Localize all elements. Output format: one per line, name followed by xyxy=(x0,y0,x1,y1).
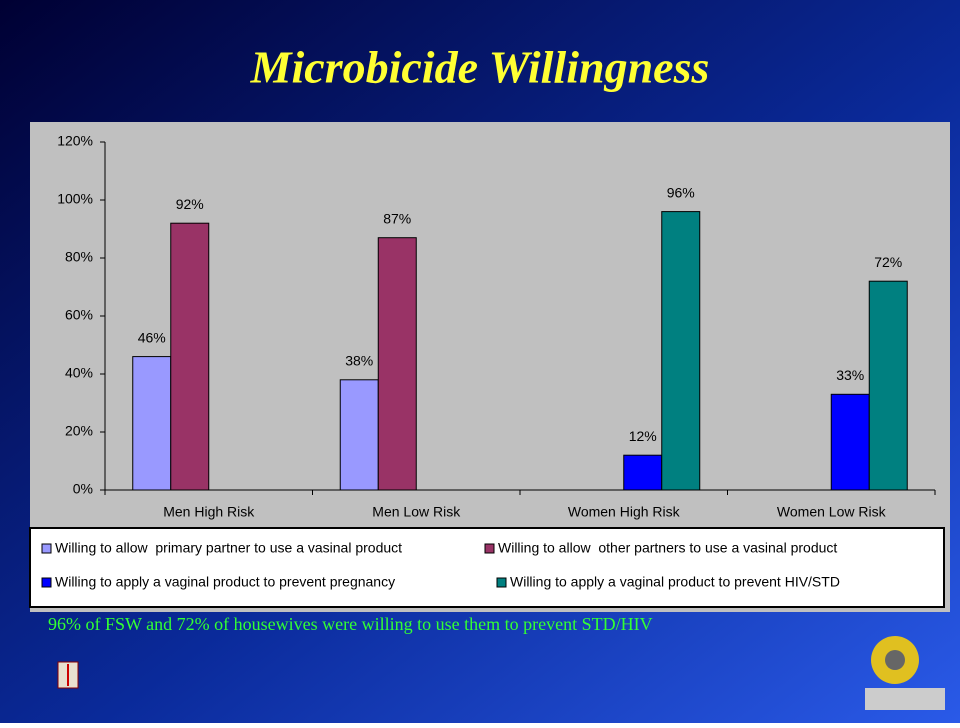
legend-swatch xyxy=(41,577,52,588)
y-tick-label: 120% xyxy=(57,133,93,149)
sun-center xyxy=(885,650,905,670)
bar xyxy=(868,280,908,491)
data-label: 38% xyxy=(345,353,373,369)
logo-banner xyxy=(865,688,945,710)
bar xyxy=(623,454,663,491)
data-label: 92% xyxy=(176,196,204,212)
y-tick-label: 20% xyxy=(65,423,93,439)
y-tick-label: 40% xyxy=(65,365,93,381)
legend-swatch xyxy=(496,577,507,588)
y-tick-label: 80% xyxy=(65,249,93,265)
y-tick-label: 60% xyxy=(65,307,93,323)
data-label: 87% xyxy=(383,210,411,226)
chart: 0% 20% 40% 60% 80% 100% 120% Men High Risk 46% 92… xyxy=(29,133,945,608)
bar xyxy=(661,211,701,491)
y-tick-label: 100% xyxy=(57,191,93,207)
x-tick-label: Women Low Risk xyxy=(777,504,887,520)
logo-left xyxy=(57,661,79,689)
data-label: 72% xyxy=(874,254,902,270)
data-label: 33% xyxy=(836,367,864,383)
data-label: 12% xyxy=(629,428,657,444)
legend-label: Willing to allow primary partner to use … xyxy=(55,540,402,556)
data-label: 96% xyxy=(667,184,695,200)
bar xyxy=(377,237,417,491)
legend-label: Willing to allow other partners to use a… xyxy=(498,540,837,556)
y-tick-label: 0% xyxy=(73,481,93,497)
x-tick-label: Men High Risk xyxy=(163,504,255,520)
legend-label: Willing to apply a vaginal product to pr… xyxy=(510,574,840,590)
logo-right xyxy=(865,636,945,710)
bar xyxy=(170,222,210,491)
legend: Willing to allow primary partner to use … xyxy=(29,527,945,608)
x-tick-label: Women High Risk xyxy=(568,504,681,520)
legend-swatch xyxy=(41,543,52,554)
bar xyxy=(132,356,172,491)
bar xyxy=(339,379,379,491)
slide-title: Microbicide Willingness xyxy=(250,42,710,93)
footnote: 96% of FSW and 72% of housewives were wi… xyxy=(48,614,653,634)
legend-label: Willing to apply a vaginal product to pr… xyxy=(55,574,395,590)
bar xyxy=(830,393,870,491)
legend-swatch xyxy=(484,543,495,554)
data-label: 46% xyxy=(138,329,166,345)
legend-box xyxy=(29,527,945,608)
x-tick-label: Men Low Risk xyxy=(372,504,461,520)
